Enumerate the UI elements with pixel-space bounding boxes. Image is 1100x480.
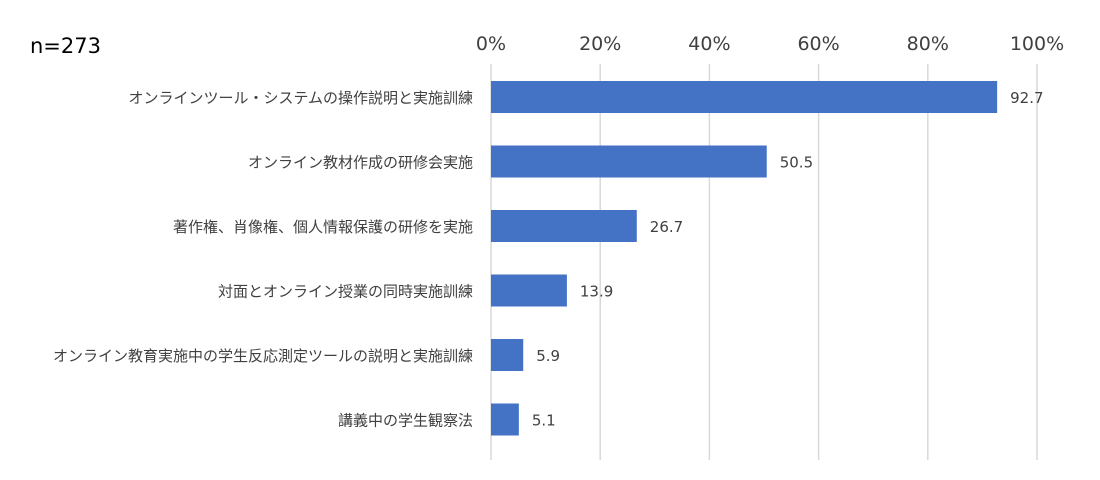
value-label: 5.1 (532, 412, 556, 430)
x-tick-label: 0% (476, 33, 506, 55)
x-tick-label: 60% (797, 33, 839, 55)
category-label: オンライン教材作成の研修会実施 (248, 154, 473, 172)
gridlines (490, 64, 1038, 460)
category-label: オンラインツール・システムの操作説明と実施訓練 (128, 89, 473, 107)
category-label: 対面とオンライン授業の同時実施訓練 (218, 283, 473, 301)
category-labels: オンラインツール・システムの操作説明と実施訓練オンライン教材作成の研修会実施著作… (53, 89, 473, 430)
x-tick-label: 100% (1010, 33, 1064, 55)
bar (491, 339, 524, 371)
x-axis-tick-labels: 0% 20% 40% 60% 80% 100% (476, 33, 1064, 55)
category-label: 講義中の学生観察法 (338, 412, 473, 430)
bar (491, 403, 519, 436)
bars (491, 81, 998, 436)
value-labels: 92.7 50.5 26.7 13.9 5.9 5.1 (532, 89, 1044, 430)
category-label: 著作権、肖像権、個人情報保護の研修を実施 (173, 218, 473, 236)
x-tick-label: 80% (907, 33, 949, 55)
x-tick-label: 40% (688, 33, 730, 55)
x-tick-label: 20% (579, 33, 621, 55)
value-label: 5.9 (536, 347, 560, 365)
bar (491, 145, 767, 178)
value-label: 50.5 (780, 154, 813, 172)
value-label: 92.7 (1010, 89, 1043, 107)
bar (491, 210, 637, 242)
value-label: 13.9 (580, 283, 613, 301)
value-label: 26.7 (650, 218, 683, 236)
sample-size-label: n=273 (30, 34, 101, 58)
category-label: オンライン教育実施中の学生反応測定ツールの説明と実施訓練 (53, 347, 473, 365)
bar (491, 81, 998, 113)
bar (491, 274, 567, 307)
